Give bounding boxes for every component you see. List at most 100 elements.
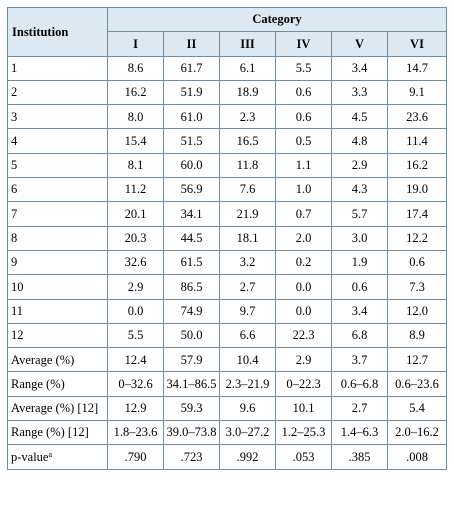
table-row: 9 32.6 61.5 3.2 0.2 1.9 0.6: [7, 249, 447, 276]
table-cell: 10.1: [275, 395, 332, 422]
table-cell: 2.9: [331, 152, 388, 179]
table-row: 2 16.2 51.9 18.9 0.6 3.3 9.1: [7, 79, 447, 106]
table-cell: 8.0: [107, 104, 164, 130]
table-cell: 0.6: [331, 274, 388, 300]
row-label: p-valuea: [7, 444, 108, 470]
table-row: 4 15.4 51.5 16.5 0.5 4.8 11.4: [7, 128, 447, 154]
table-cell: 7.3: [387, 274, 447, 300]
row-label-text: 5: [11, 158, 18, 173]
row-label: 9: [7, 249, 108, 276]
row-label-text: 3: [11, 109, 18, 124]
table-cell: 21.9: [219, 201, 276, 227]
table-row: 8 20.3 44.5 18.1 2.0 3.0 12.2: [7, 225, 447, 251]
table-header: Institution Category I II III IV V VI: [7, 6, 447, 57]
table-cell: 6.8: [331, 322, 388, 349]
table-cell: 5.5: [107, 322, 164, 349]
table-cell: 4.5: [331, 104, 388, 130]
table-cell: 6.6: [219, 322, 276, 349]
table-row: 7 20.1 34.1 21.9 0.7 5.7 17.4: [7, 201, 447, 227]
table-cell: 0–22.3: [275, 371, 332, 397]
table-cell: 0.6: [387, 249, 447, 276]
table-cell: .053: [275, 444, 332, 470]
table-row: 6 11.2 56.9 7.6 1.0 4.3 19.0: [7, 177, 447, 203]
table-body: 1 8.6 61.7 6.1 5.5 3.4 14.7 2 16.2 51.9 18.9 0.6 3.3…: [7, 55, 447, 470]
table-cell: 16.2: [387, 152, 447, 179]
row-label: 11: [7, 298, 108, 324]
table-row: 10 2.9 86.5 2.7 0.0 0.6 7.3: [7, 274, 447, 300]
row-label-text: 10: [11, 279, 24, 294]
header-col-vi: VI: [387, 31, 447, 57]
row-label: 7: [7, 201, 108, 227]
table-cell: 3.7: [331, 347, 388, 373]
row-label-text: 9: [11, 255, 18, 270]
table-cell: 0.7: [275, 201, 332, 227]
header-col-iii: III: [219, 31, 276, 57]
table-cell: 4.8: [331, 128, 388, 154]
table-cell: 5.7: [331, 201, 388, 227]
table-cell: 51.9: [163, 79, 220, 106]
table-cell: 44.5: [163, 225, 220, 251]
table-cell: 56.9: [163, 177, 220, 203]
table-cell: 2.7: [331, 395, 388, 422]
table-cell: 11.8: [219, 152, 276, 179]
table-cell: 61.5: [163, 249, 220, 276]
table-cell: 60.0: [163, 152, 220, 179]
table-cell: 3.0–27.2: [219, 420, 276, 446]
header-col-v: V: [331, 31, 388, 57]
table-cell: 2.0: [275, 225, 332, 251]
table-cell: 7.6: [219, 177, 276, 203]
table-row: 1 8.6 61.7 6.1 5.5 3.4 14.7: [7, 55, 447, 81]
table-cell: 3.3: [331, 79, 388, 106]
row-label-text: Average (%) [12]: [11, 401, 99, 416]
row-label-text: 4: [11, 133, 18, 148]
row-label: 3: [7, 104, 108, 130]
table-cell: 0.5: [275, 128, 332, 154]
table-cell: 16.5: [219, 128, 276, 154]
row-label: 10: [7, 274, 108, 300]
row-label: Range (%) [12]: [7, 420, 108, 446]
table-cell: 2.0–16.2: [387, 420, 447, 446]
table-cell: 1.4–6.3: [331, 420, 388, 446]
row-label: 6: [7, 177, 108, 203]
table-cell: 0.6–6.8: [331, 371, 388, 397]
table-cell: 17.4: [387, 201, 447, 227]
table-cell: 51.5: [163, 128, 220, 154]
table-cell: .992: [219, 444, 276, 470]
table-cell: 12.0: [387, 298, 447, 324]
table-cell: 32.6: [107, 249, 164, 276]
table-cell: 0.0: [107, 298, 164, 324]
row-label-text: 8: [11, 231, 18, 246]
table-cell: 0.6–23.6: [387, 371, 447, 397]
row-label: 12: [7, 322, 108, 349]
row-label-text: 1: [11, 60, 18, 75]
table-cell: 57.9: [163, 347, 220, 373]
table-cell: 1.8–23.6: [107, 420, 164, 446]
table-cell: 3.0: [331, 225, 388, 251]
row-label: 8: [7, 225, 108, 251]
header-category: Category: [107, 6, 447, 33]
table-cell: 16.2: [107, 79, 164, 106]
table-cell: 5.5: [275, 55, 332, 81]
header-col-i: I: [107, 31, 164, 57]
table-cell: 0.0: [275, 274, 332, 300]
table-row: Range (%) 0–32.6 34.1–86.5 2.3–21.9 0–22.3 0.…: [7, 371, 447, 397]
header-institution: Institution: [7, 7, 108, 57]
table-cell: 0.6: [275, 104, 332, 130]
table-cell: 1.2–25.3: [275, 420, 332, 446]
table-cell: 2.9: [275, 347, 332, 373]
table-cell: 6.1: [219, 55, 276, 81]
table-row: 11 0.0 74.9 9.7 0.0 3.4 12.0: [7, 298, 447, 324]
table-cell: 2.3–21.9: [219, 371, 276, 397]
table-cell: 2.9: [107, 274, 164, 300]
table-cell: 14.7: [387, 55, 447, 81]
table-cell: .790: [107, 444, 164, 470]
table-cell: 0.2: [275, 249, 332, 276]
table-cell: 22.3: [275, 322, 332, 349]
table-cell: 61.7: [163, 55, 220, 81]
table-cell: 12.7: [387, 347, 447, 373]
table-row: 5 8.1 60.0 11.8 1.1 2.9 16.2: [7, 152, 447, 179]
table-cell: 11.2: [107, 177, 164, 203]
row-label: 5: [7, 152, 108, 179]
table-cell: 12.2: [387, 225, 447, 251]
